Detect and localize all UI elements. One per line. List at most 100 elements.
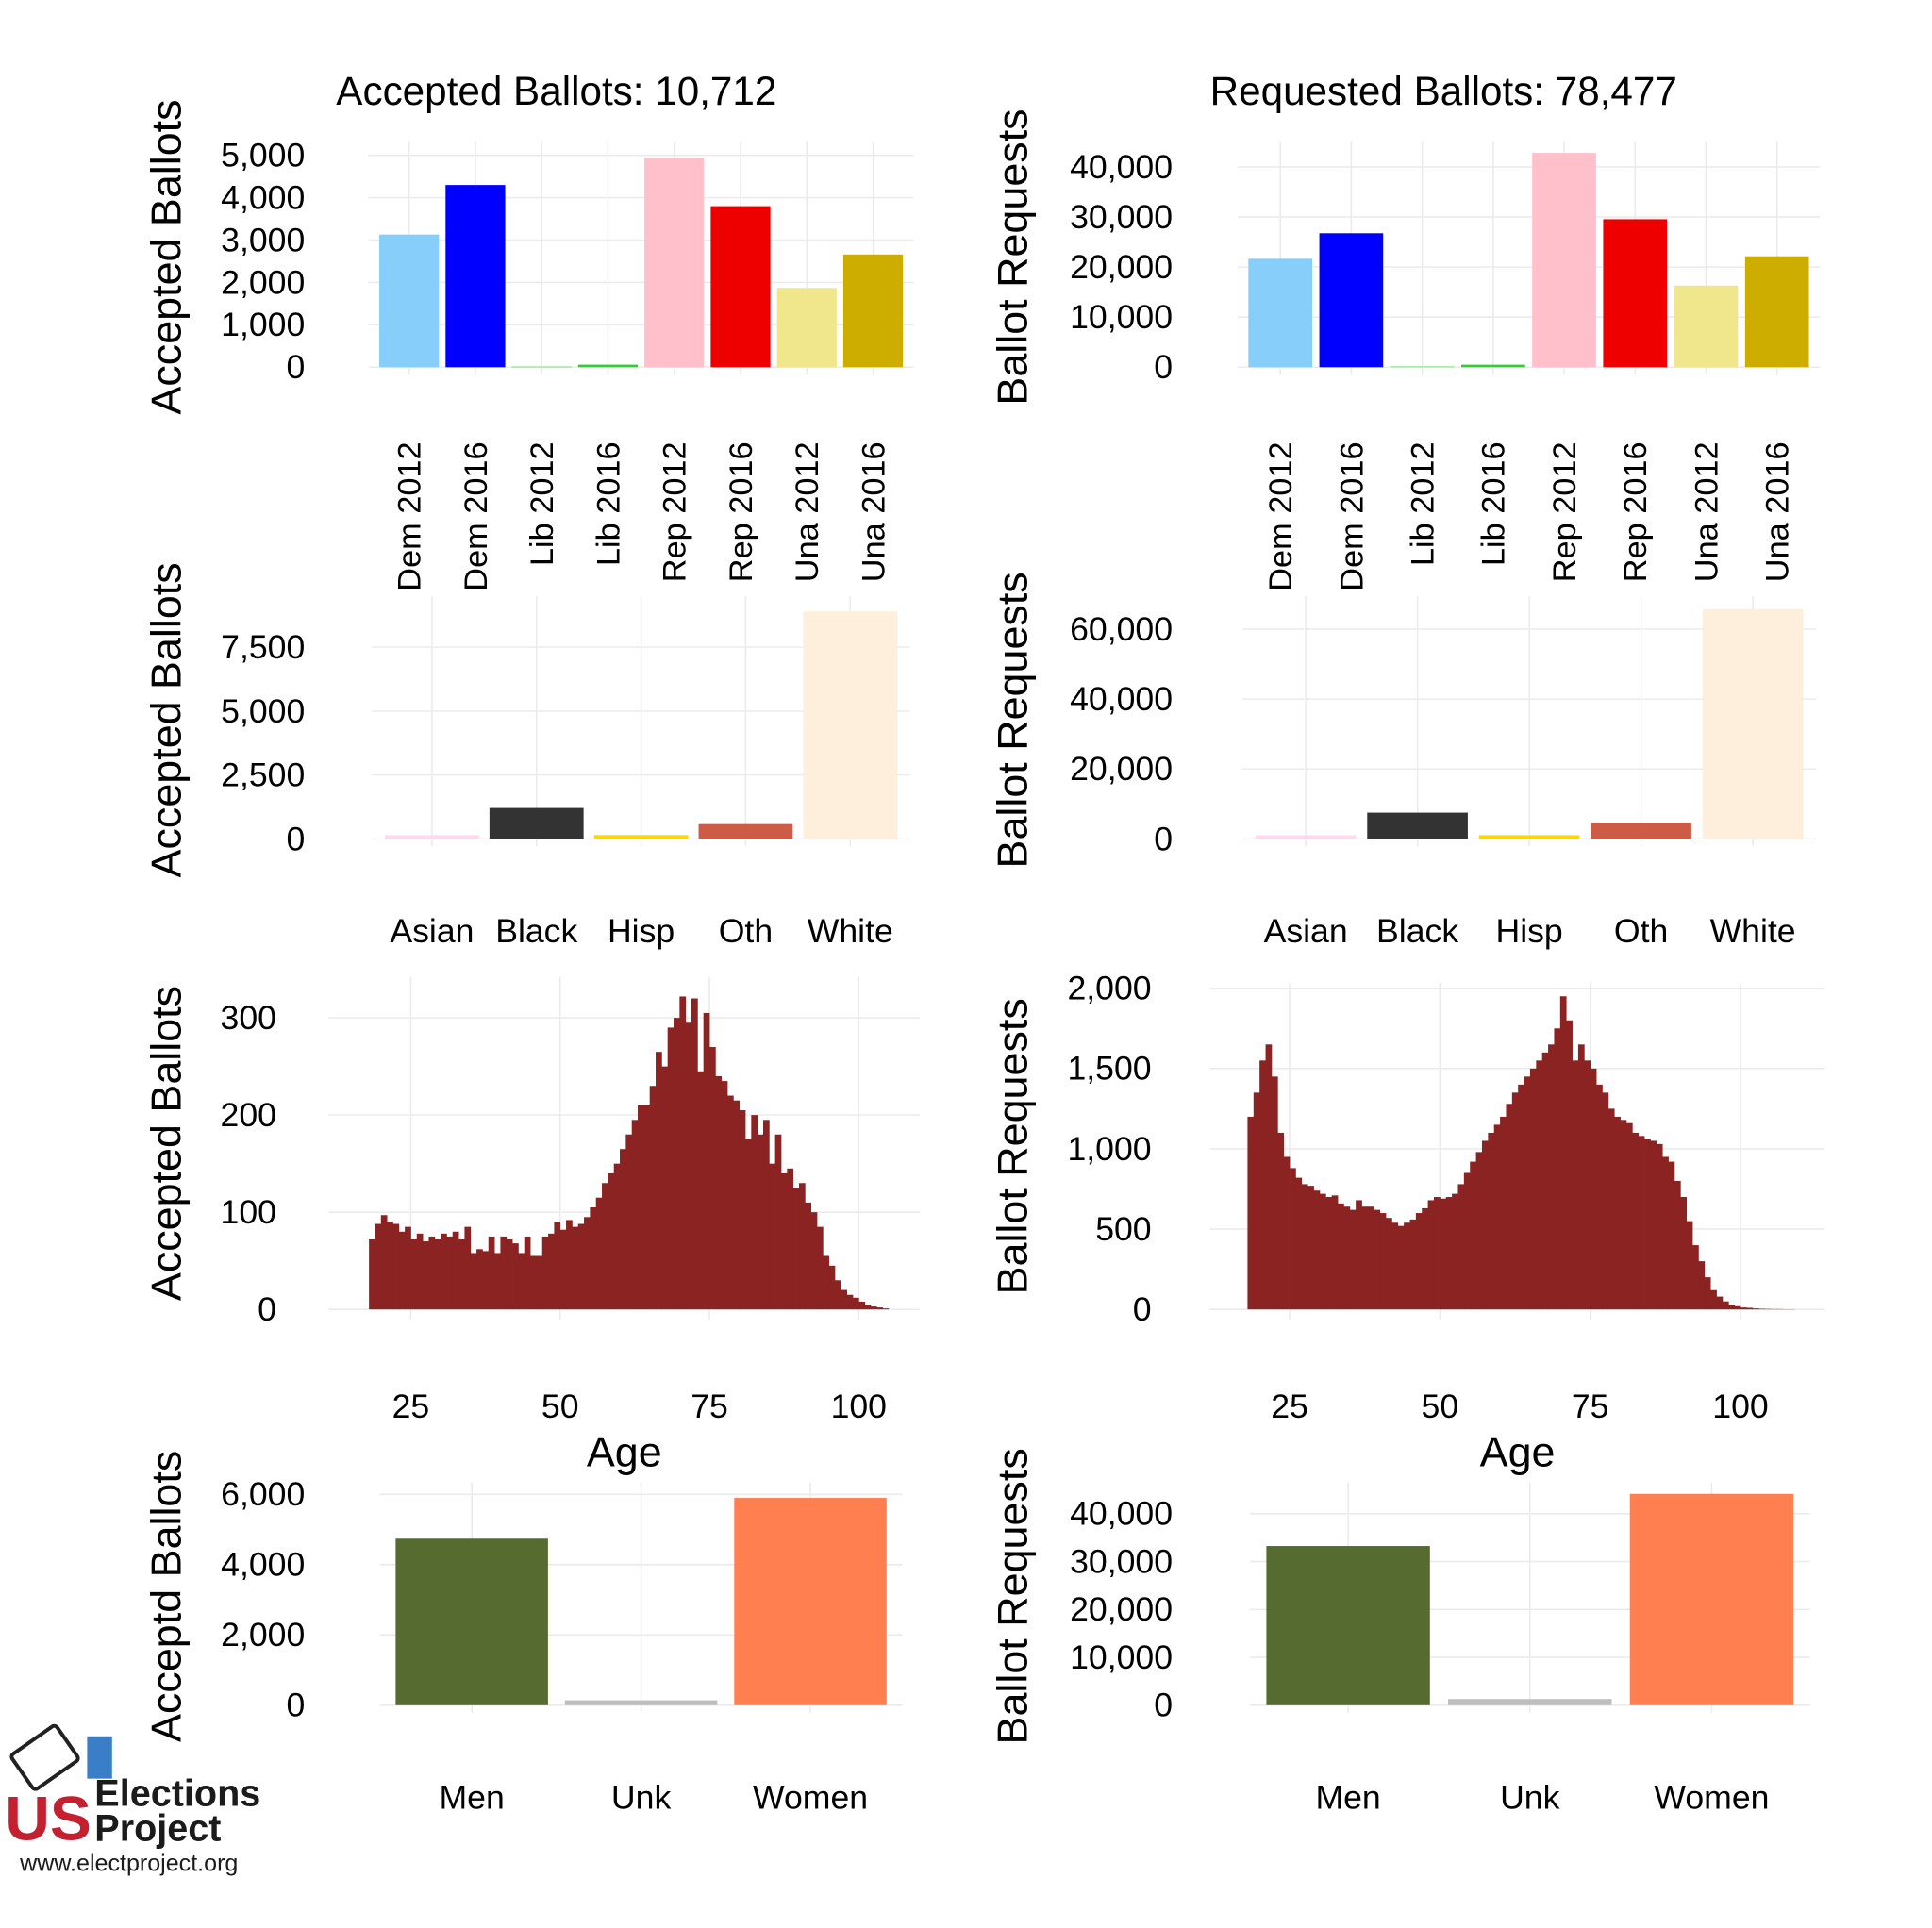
histogram-bar <box>792 1188 800 1310</box>
histogram-bar <box>566 1220 573 1310</box>
histogram-bar <box>846 1294 854 1310</box>
histogram-bar <box>536 1255 543 1310</box>
y-axis-label: Accepted Ballots <box>142 986 190 1301</box>
y-tick-label: 40,000 <box>1070 680 1173 718</box>
x-tick-label: Oth <box>1614 912 1668 950</box>
histogram-bar <box>1475 1152 1483 1310</box>
histogram-bar <box>1577 1044 1585 1310</box>
histogram-bar <box>595 1197 603 1310</box>
bar <box>698 823 793 839</box>
histogram-bar <box>697 1071 705 1310</box>
bar <box>1390 366 1455 368</box>
histogram-bar <box>1338 1203 1344 1310</box>
y-tick-label: 4,000 <box>221 178 305 216</box>
x-tick-label: 100 <box>831 1388 887 1425</box>
y-tick-label: 1,000 <box>1067 1130 1151 1168</box>
histogram-bar <box>703 1012 710 1310</box>
bar <box>1603 219 1668 368</box>
histogram-bar <box>1764 1308 1772 1310</box>
histogram-bar <box>434 1239 441 1310</box>
x-tick-label: 25 <box>1271 1388 1308 1425</box>
x-tick-label: Unk <box>611 1778 672 1816</box>
histogram-bar <box>1698 1261 1706 1310</box>
logo-icon <box>87 1736 112 1779</box>
histogram-bar <box>1488 1132 1495 1310</box>
y-tick-label: 0 <box>1154 1687 1173 1724</box>
x-tick-label: Women <box>1654 1778 1769 1816</box>
histogram-bar <box>1374 1209 1381 1310</box>
logo-line: Project <box>94 1808 221 1850</box>
y-tick-label: 0 <box>1154 348 1173 386</box>
x-tick-label: Men <box>1315 1778 1380 1816</box>
histogram-bar <box>1758 1308 1765 1310</box>
histogram-bar <box>423 1241 429 1310</box>
histogram-bar <box>1590 1068 1597 1310</box>
y-tick-label: 5,000 <box>221 137 305 175</box>
histogram-bar <box>1283 1156 1291 1310</box>
x-tick-label: Rep 2012 <box>1547 441 1583 582</box>
y-tick-label: 2,000 <box>1067 970 1151 1007</box>
x-tick-label: White <box>808 912 893 950</box>
histogram-bar <box>798 1183 806 1310</box>
histogram-bar <box>375 1223 382 1310</box>
y-tick-label: 2,000 <box>221 263 305 301</box>
y-tick-label: 7,500 <box>221 628 305 666</box>
x-tick-label: 75 <box>1572 1388 1609 1425</box>
histogram-bar <box>1511 1092 1519 1310</box>
histogram-bar <box>1427 1200 1435 1310</box>
y-tick-label: 5,000 <box>221 692 305 730</box>
histogram-bar <box>1686 1221 1693 1310</box>
histogram-bar <box>1325 1197 1333 1310</box>
histogram-bar <box>1536 1060 1543 1310</box>
histogram-bar <box>852 1297 859 1310</box>
histogram-bar <box>1404 1222 1410 1310</box>
histogram-bar <box>1692 1245 1699 1310</box>
bar <box>593 835 689 839</box>
x-tick-label: Lib 2012 <box>525 441 560 566</box>
histogram-bar <box>757 1134 764 1310</box>
x-tick-label: Rep 2016 <box>1618 441 1654 582</box>
histogram-bar <box>1572 1060 1579 1310</box>
histogram-bar <box>774 1134 782 1310</box>
histogram-bar <box>602 1183 608 1310</box>
histogram-bar <box>1506 1104 1513 1310</box>
chart-panel: Ballot Requests 0 10,000 20,000 30,000 40,000… <box>989 1448 1810 1816</box>
bar <box>803 611 898 839</box>
logo-url: www.electproject.org <box>19 1850 238 1876</box>
histogram-bar <box>841 1289 848 1310</box>
histogram-bar <box>577 1223 585 1310</box>
histogram-bar <box>1319 1193 1326 1310</box>
histogram-bar <box>369 1239 375 1310</box>
histogram-bar <box>1356 1200 1362 1310</box>
histogram-bar <box>1433 1197 1441 1310</box>
chart-panel: Accepted Ballots 0 2,500 5,000 7,500 Asian Bla… <box>142 562 910 950</box>
histogram-bar <box>441 1233 447 1310</box>
x-tick-label: Asian <box>1264 912 1348 950</box>
histogram-bar <box>661 1066 669 1310</box>
x-tick-label: Lib 2012 <box>1405 441 1441 566</box>
histogram-bar <box>643 1105 651 1310</box>
histogram-bar <box>518 1253 525 1310</box>
histogram-bar <box>608 1172 615 1310</box>
histogram-bar <box>1343 1206 1351 1310</box>
histogram-bar <box>405 1226 411 1310</box>
y-axis-label: Ballot Requests <box>989 998 1037 1294</box>
x-tick-label: Una 2016 <box>856 441 891 582</box>
y-tick-label: 20,000 <box>1070 248 1173 286</box>
histogram-bar <box>1290 1168 1296 1310</box>
chart-panel: Accepted Ballots 0 100 200 300 25 50 75 100 Age <box>142 976 921 1475</box>
x-tick-label: Una 2012 <box>790 441 825 582</box>
histogram-bar <box>541 1236 549 1310</box>
bar <box>734 1498 887 1705</box>
histogram-bar <box>656 1052 662 1310</box>
x-tick-label: Dem 2016 <box>458 441 494 590</box>
bar <box>489 807 584 839</box>
histogram-bar <box>1361 1206 1369 1310</box>
histogram-bar <box>1295 1177 1303 1310</box>
chart-panel: Acceptd Ballots 0 2,000 4,000 6,000 Men Unk Wom… <box>142 1451 903 1816</box>
y-tick-label: 1,000 <box>221 306 305 343</box>
bar <box>445 185 506 368</box>
x-tick-label: Men <box>439 1778 504 1816</box>
histogram-bar <box>1704 1277 1711 1310</box>
